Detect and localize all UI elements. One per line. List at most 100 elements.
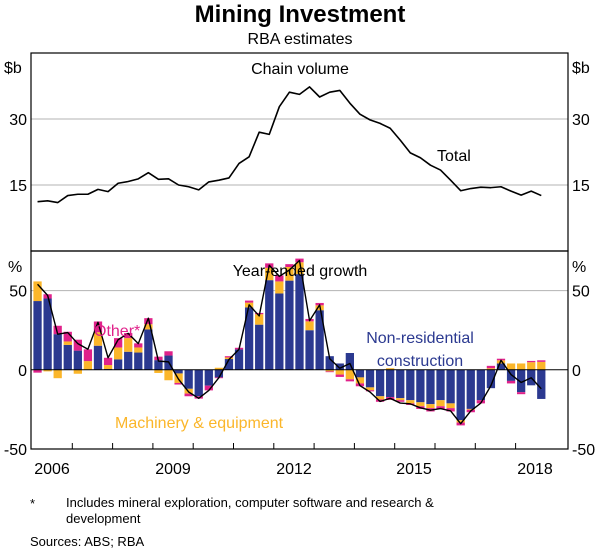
- chart-subtitle: RBA estimates: [248, 31, 353, 48]
- bar-other: [537, 360, 546, 362]
- bottom-tick-left-50: 50: [9, 284, 27, 301]
- bar-nonres: [517, 369, 526, 393]
- bar-nonres: [355, 369, 365, 378]
- line-total-growth: [37, 259, 542, 425]
- bar-machinery: [355, 377, 365, 384]
- bar-machinery: [506, 363, 516, 370]
- bar-other: [315, 302, 324, 306]
- bar-nonres: [496, 363, 506, 370]
- bar-machinery: [466, 408, 475, 410]
- bar-nonres: [234, 349, 244, 370]
- series-label-nonres-line1: Non-residential: [366, 330, 474, 347]
- bar-layer: [33, 258, 546, 426]
- bar-nonres: [365, 369, 375, 388]
- bar-nonres: [154, 360, 163, 370]
- bar-other: [345, 379, 354, 382]
- bar-nonres: [406, 369, 415, 401]
- bar-machinery: [114, 347, 123, 360]
- bar-machinery: [154, 369, 163, 373]
- bottom-tick-right-50: 50: [572, 284, 590, 301]
- x-tick-label-2015: 2015: [396, 461, 432, 478]
- bar-machinery: [265, 267, 274, 281]
- bar-other: [164, 351, 173, 356]
- bar-machinery: [517, 363, 526, 370]
- bar-nonres: [93, 345, 103, 370]
- bar-machinery: [325, 369, 334, 372]
- bar-nonres: [255, 324, 264, 370]
- top-tick-left-30: 30: [9, 112, 27, 129]
- bottom-panel-title: Year-ended growth: [233, 263, 368, 280]
- bar-machinery: [63, 341, 72, 345]
- bar-machinery: [144, 324, 153, 330]
- bar-machinery: [214, 367, 224, 370]
- x-tick-label-2018: 2018: [517, 461, 553, 478]
- bar-machinery: [285, 266, 294, 281]
- bar-machinery: [456, 420, 465, 423]
- bar-nonres: [486, 369, 496, 389]
- bar-nonres: [194, 369, 203, 397]
- bar-other: [124, 333, 133, 339]
- bar-machinery: [527, 362, 536, 370]
- bar-other: [204, 385, 213, 391]
- bar-other: [527, 360, 536, 363]
- line-total-chain-volume: [37, 86, 542, 204]
- bottom-unit-left: %: [8, 259, 22, 276]
- bar-nonres: [537, 369, 546, 399]
- bar-nonres: [466, 369, 475, 409]
- bar-nonres: [335, 363, 344, 370]
- bar-machinery: [83, 361, 93, 370]
- bar-nonres: [134, 352, 143, 370]
- bar-machinery: [426, 404, 435, 409]
- bar-machinery: [335, 369, 344, 375]
- bar-nonres: [53, 334, 62, 370]
- bar-other: [506, 380, 516, 384]
- bar-machinery: [43, 369, 52, 372]
- bar-other: [134, 343, 143, 348]
- bar-nonres: [144, 329, 153, 370]
- bar-machinery: [406, 400, 415, 404]
- bar-other: [496, 358, 506, 361]
- bar-other: [285, 264, 294, 267]
- bar-machinery: [224, 357, 234, 360]
- bar-machinery: [134, 347, 143, 353]
- top-tick-right-15: 15: [572, 178, 590, 195]
- bar-other: [224, 356, 234, 358]
- series-label-other: Other*: [94, 323, 140, 340]
- bar-other: [83, 349, 93, 362]
- bar-other: [174, 382, 183, 385]
- bar-other: [53, 325, 62, 335]
- bar-other: [275, 275, 284, 282]
- series-label-machinery: Machinery & equipment: [115, 415, 284, 432]
- bottom-panel-frame: [30, 250, 569, 450]
- sources-note: Sources: ABS; RBA: [30, 534, 145, 549]
- footnote-marker: *: [30, 496, 36, 511]
- bar-nonres: [184, 369, 193, 389]
- bar-machinery: [446, 403, 455, 409]
- bar-nonres: [295, 274, 304, 370]
- bar-nonres: [224, 359, 234, 370]
- bar-nonres: [476, 369, 485, 401]
- bar-machinery: [345, 369, 354, 380]
- bar-machinery: [386, 368, 395, 370]
- bar-machinery: [275, 281, 284, 294]
- bar-nonres: [305, 330, 314, 370]
- bottom-tick-left-0: 0: [18, 363, 27, 380]
- bar-machinery: [33, 281, 42, 302]
- bar-machinery: [93, 332, 103, 346]
- bar-nonres: [265, 280, 274, 370]
- top-panel: Chain volume $b $b 30 15 30 15 Total: [4, 52, 590, 252]
- bar-other: [365, 390, 375, 392]
- bottom-tick-right-minus50: -50: [572, 442, 595, 459]
- bar-other: [446, 408, 455, 412]
- bar-machinery: [396, 398, 405, 401]
- bar-other: [73, 339, 82, 351]
- bar-nonres: [396, 369, 405, 399]
- footnote-text: Includes mineral exploration, computer s…: [66, 495, 434, 526]
- bar-machinery: [375, 396, 385, 400]
- top-tick-left-15: 15: [9, 178, 27, 195]
- top-panel-frame: [30, 52, 569, 252]
- top-unit-right: $b: [572, 60, 590, 77]
- bar-other: [114, 338, 123, 348]
- bottom-tick-right-0: 0: [572, 363, 581, 380]
